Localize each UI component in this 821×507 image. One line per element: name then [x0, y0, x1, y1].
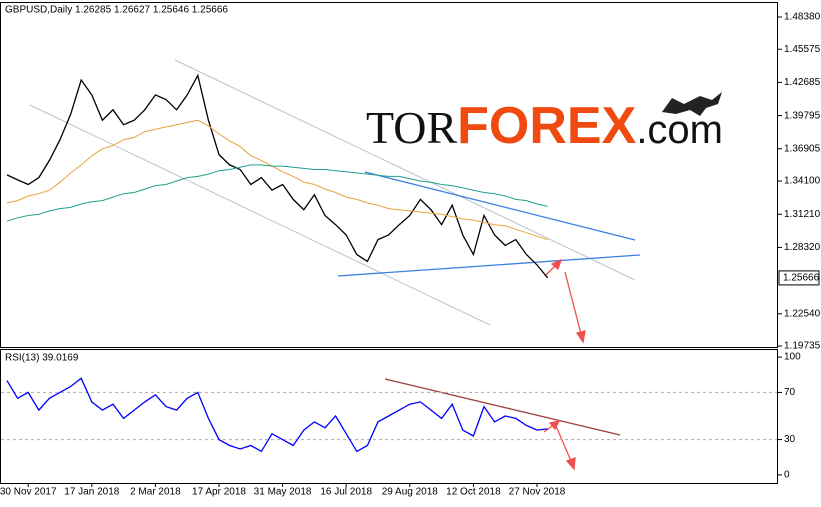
- y-tick-label: 1.19735: [784, 341, 821, 352]
- x-tick-label: 27 Nov 2018: [509, 487, 566, 498]
- trend-line: [364, 171, 636, 241]
- y-tick-label: 0: [784, 470, 790, 481]
- series-line: [6, 377, 548, 453]
- x-tick-label: 31 May 2018: [254, 487, 312, 498]
- x-tick-label: 30 Nov 2017: [0, 487, 57, 498]
- arrow-head: [575, 330, 586, 344]
- watermark-part: FOREX: [457, 97, 636, 155]
- watermark-part: TOR: [366, 102, 457, 153]
- x-tick-label: 16 Jul 2018: [320, 487, 372, 498]
- watermark-part: .com: [636, 108, 723, 152]
- arrow: [555, 425, 572, 462]
- chart-title: GBPUSD,Daily 1.26285 1.26627 1.25646 1.2…: [5, 5, 228, 16]
- series-line: [6, 73, 549, 279]
- arrows: [384, 258, 621, 471]
- y-tick-label: 100: [784, 352, 801, 363]
- last-price-label: 1.25666: [783, 273, 820, 284]
- arrow-head: [550, 258, 563, 271]
- price-panel-frame: [0, 2, 778, 348]
- trend-line: [337, 254, 641, 277]
- y-tick-label: 1.34100: [784, 176, 821, 187]
- x-tick-label: 17 Jan 2018: [64, 487, 119, 498]
- bull-logo: [662, 92, 722, 116]
- rsi-panel-frame: [0, 349, 778, 484]
- x-tick-label: 29 Aug 2018: [382, 487, 439, 498]
- y-tick-label: 1.45575: [784, 44, 821, 55]
- y-tick-label: 1.31210: [784, 209, 821, 220]
- y-tick-label: 1.28320: [784, 242, 821, 253]
- y-tick-label: 1.36905: [784, 143, 821, 154]
- watermark: TORFOREX.com: [366, 97, 723, 155]
- channel-line: [174, 59, 636, 281]
- channel-line: [29, 104, 491, 326]
- y-tick-label: 1.39795: [784, 110, 821, 121]
- y-tick-label: 30: [784, 434, 796, 445]
- x-tick-label: 2 Mar 2018: [130, 487, 181, 498]
- y-tick-label: 1.48380: [784, 12, 821, 23]
- rsi-title: RSI(13) 39.0169: [5, 353, 79, 364]
- x-tick-label: 12 Oct 2018: [446, 487, 501, 498]
- arrow-head: [548, 420, 561, 431]
- y-tick-label: 1.22540: [784, 308, 821, 319]
- last-price-box: [778, 270, 820, 286]
- series-line: [6, 119, 548, 241]
- arrow: [564, 271, 582, 335]
- y-tick-label: 70: [784, 387, 796, 398]
- series-line: [6, 164, 548, 222]
- y-tick-label: 1.42685: [784, 77, 821, 88]
- arrow-head: [565, 457, 576, 471]
- rsi-trend-line: [384, 378, 621, 436]
- x-tick-label: 17 Apr 2018: [192, 487, 246, 498]
